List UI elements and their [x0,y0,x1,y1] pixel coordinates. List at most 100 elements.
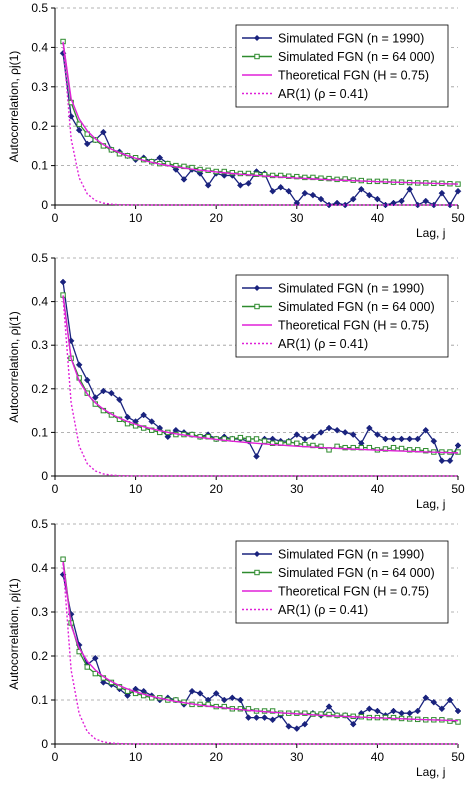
y-tick-label: 0.4 [31,561,48,575]
legend: Simulated FGN (n = 1990) Simulated FGN (n… [235,540,449,624]
data-point-diamond [414,707,422,715]
x-tick-label: 20 [210,750,224,764]
data-point-diamond [317,195,325,203]
data-point-diamond [91,654,99,662]
x-tick-label: 50 [451,482,465,496]
y-tick-label: 0.4 [31,295,48,309]
data-point-diamond [301,720,309,728]
data-point-square [390,714,397,721]
series-line [62,561,459,722]
data-point-diamond [438,705,446,713]
y-tick-label: 0.5 [31,517,48,531]
data-point-square [326,175,332,182]
y-tick-label: 0.2 [31,382,48,396]
legend-item: Theoretical FGN (H = 0.75) [242,319,429,333]
legend-label: Theoretical FGN (H = 0.75) [278,319,429,333]
series-line [62,41,459,185]
data-point-square [286,439,292,445]
legend-label: Simulated FGN (n = 1990) [278,548,424,562]
legend-swatch-marker [254,551,260,557]
legend: Simulated FGN (n = 1990) Simulated FGN (n… [235,24,449,108]
data-point-diamond [253,714,260,721]
y-tick-label: 0 [41,469,48,483]
y-tick-label: 0 [41,737,48,751]
x-tick-label: 30 [290,482,304,496]
y-tick-label: 0.5 [31,251,48,265]
data-point-diamond [382,201,389,209]
data-point-diamond [228,694,236,702]
data-point-diamond [406,709,413,717]
y-axis-title: Autocorrelation, ρj(1) [7,51,21,163]
data-point-square [294,440,300,447]
data-point-diamond [390,435,397,443]
data-point-diamond [293,431,301,438]
data-point-diamond [164,433,172,441]
data-point-square [269,708,276,714]
x-tick-label: 0 [52,211,59,225]
data-point-diamond [325,703,333,710]
data-point-square [390,444,397,451]
data-point-diamond [438,189,446,197]
data-point-diamond [253,453,260,460]
data-point-diamond [349,431,357,438]
data-point-diamond [237,696,244,704]
data-point-diamond [414,201,422,209]
legend-label: Theoretical FGN (H = 0.75) [278,585,429,599]
data-point-diamond [406,435,413,443]
data-point-square [221,168,227,175]
data-point-diamond [365,191,373,199]
data-point-square [326,711,332,718]
data-point-diamond [438,457,446,465]
y-tick-label: 0 [41,198,48,212]
data-point-square [84,664,90,670]
y-tick-label: 0.1 [31,159,48,173]
data-point-diamond [398,709,405,717]
data-point-diamond [100,387,107,395]
data-point-square [286,173,292,179]
data-point-diamond [446,457,454,465]
chart-panel-2: 0 0.1 0.2 0.3 0.4 0.5 0 10 20 30 40 50 Lag, j Autocor… [7,251,465,511]
legend-label: AR(1) (ρ = 0.41) [278,87,368,101]
data-point-diamond [398,435,405,443]
x-tick-label: 10 [129,211,143,225]
data-point-square [221,703,227,710]
data-point-diamond [91,394,99,401]
data-point-square [350,444,356,451]
series-3 [62,295,459,454]
y-tick-label: 0.3 [31,338,48,352]
legend: Simulated FGN (n = 1990) Simulated FGN (n… [235,274,449,358]
series-3 [62,41,459,185]
data-point-diamond [454,187,462,195]
data-point-diamond [301,435,309,443]
chart-panel-1: 0 0.1 0.2 0.3 0.4 0.5 0 10 20 30 40 50 Lag, j Autocor… [7,1,465,240]
data-point-diamond [301,189,309,197]
legend-label: Simulated FGN (n = 64 000) [278,300,435,314]
y-tick-label: 0.5 [31,1,48,15]
data-point-diamond [454,707,462,715]
data-point-diamond [245,179,252,187]
data-point-diamond [446,696,454,704]
data-point-diamond [430,201,438,209]
data-point-diamond [374,195,381,203]
y-tick-label: 0.3 [31,605,48,619]
data-point-diamond [365,424,373,432]
data-point-diamond [414,435,422,443]
y-axis-title: Autocorrelation, ρj(1) [7,578,21,690]
data-point-square [221,436,227,442]
legend-item: Simulated FGN (n = 1990) [242,32,424,46]
data-point-diamond [204,181,212,189]
data-point-diamond [309,191,317,199]
legend-swatch-marker [254,35,260,41]
data-point-diamond [180,176,188,183]
data-point-diamond [309,433,317,441]
data-point-square [253,171,260,177]
y-tick-label: 0.2 [31,119,48,133]
y-tick-label: 0.1 [31,693,48,707]
x-tick-label: 50 [451,750,465,764]
data-point-diamond [325,424,333,432]
data-point-diamond [124,413,131,421]
data-point-diamond [83,376,91,384]
data-point-square [261,438,268,444]
